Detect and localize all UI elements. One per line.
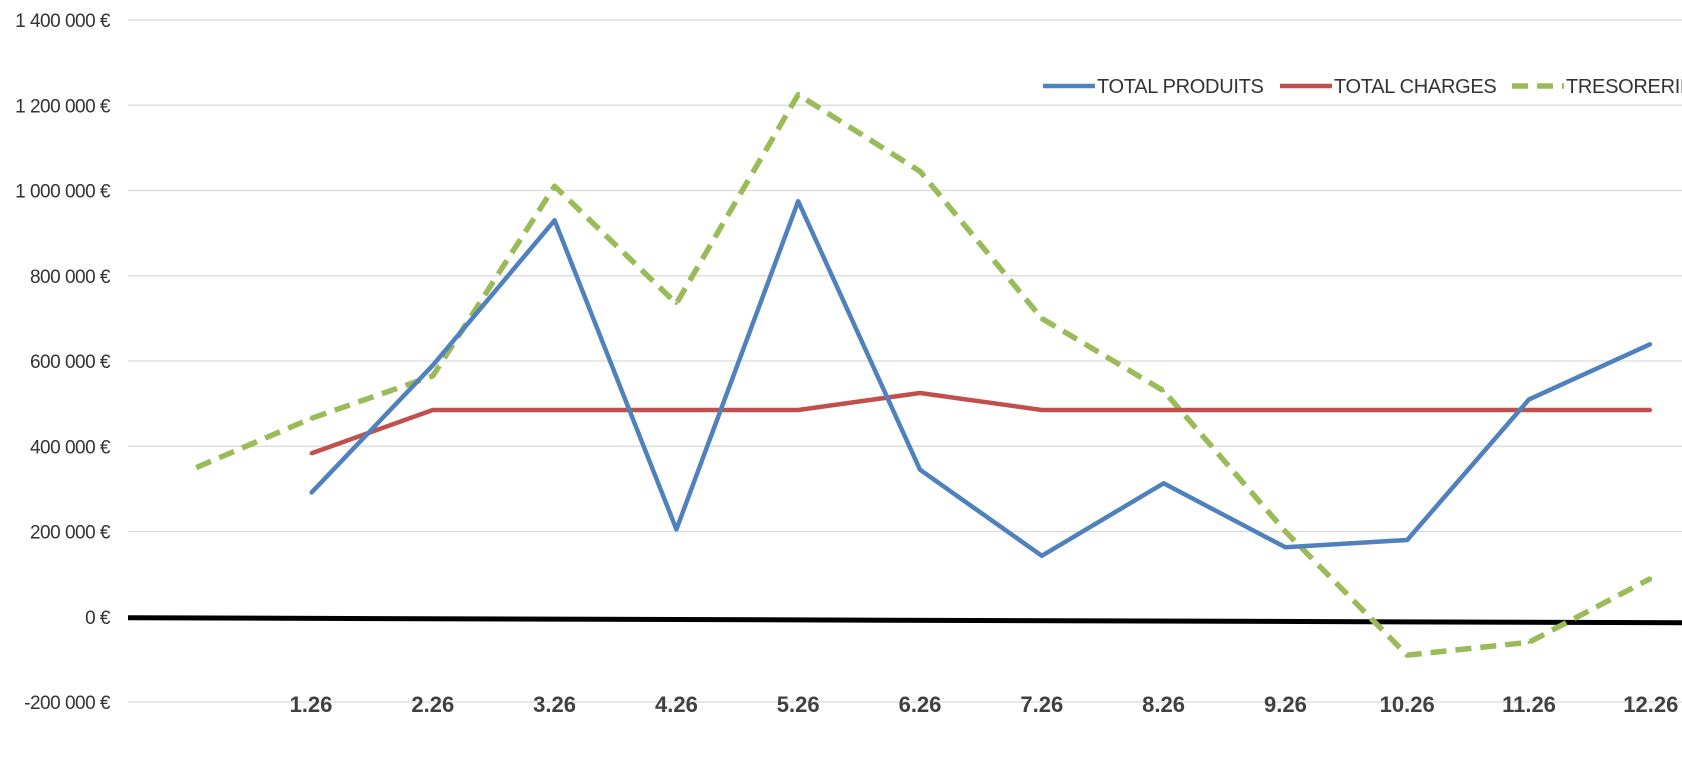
data-point (1162, 481, 1166, 485)
data-point (431, 408, 435, 412)
data-point (1405, 653, 1409, 657)
x-tick-label: 10.26 (1380, 692, 1435, 717)
data-point (1649, 342, 1653, 346)
data-point (1527, 408, 1531, 412)
y-tick-label: 200 000 € (30, 523, 111, 544)
data-point (1283, 545, 1287, 549)
data-point (674, 527, 678, 531)
x-tick-label: 1.26 (290, 692, 333, 717)
x-tick-label: 3.26 (533, 692, 576, 717)
data-point (918, 468, 922, 472)
series-line-tresorerie (195, 91, 1653, 658)
data-point (796, 93, 800, 97)
data-point (674, 408, 678, 412)
data-point (1527, 640, 1531, 644)
data-point (1040, 408, 1044, 412)
data-point (553, 218, 557, 222)
x-tick-label: 5.26 (777, 692, 820, 717)
data-point (1040, 316, 1044, 320)
data-point (1283, 530, 1287, 533)
zero-baseline (127, 615, 1682, 626)
x-tick-label: 2.26 (411, 692, 454, 717)
legend-label: TRESORERIE (1566, 76, 1682, 98)
x-tick-label: 7.26 (1020, 692, 1063, 717)
data-point (431, 363, 435, 367)
y-tick-label: 1 400 000 € (15, 11, 111, 32)
data-point (1283, 408, 1287, 412)
x-tick-label: 4.26 (655, 692, 698, 717)
data-point (431, 374, 435, 378)
series-line-total-charges (310, 390, 1651, 456)
data-point (1405, 538, 1409, 542)
x-tick-label: 9.26 (1264, 692, 1307, 717)
data-point (1162, 389, 1166, 393)
data-point (796, 199, 800, 203)
data-point (918, 391, 922, 395)
x-tick-label: 11.26 (1502, 692, 1556, 717)
x-axis-tick-labels: 1.26 2.26 3.26 4.26 5.26 6.26 7.26 8.26 9.26 10.2… (290, 692, 1679, 717)
series-lines (195, 91, 1653, 658)
x-tick-label: 12.26 (1623, 692, 1678, 717)
x-tick-label: 8.26 (1142, 692, 1185, 717)
y-tick-label: 1 200 000 € (15, 96, 111, 117)
legend-label: TOTAL PRODUITS (1097, 76, 1264, 98)
x-tick-label: 6.26 (899, 692, 942, 717)
data-point (553, 184, 557, 188)
data-point (553, 408, 557, 412)
y-tick-label: 800 000 € (30, 267, 111, 288)
data-point (1649, 408, 1653, 412)
y-tick-label: -200 000 € (24, 693, 111, 714)
y-axis-tick-labels: 1 400 000 € 1 200 000 € 1 000 000 € 800 000… (15, 11, 111, 714)
data-point (796, 408, 800, 412)
data-point (1649, 576, 1653, 580)
legend: TOTAL PRODUITS TOTAL CHARGES TRESORERIE (1043, 76, 1682, 98)
data-point (1527, 397, 1531, 401)
data-point (1405, 408, 1409, 412)
gridlines (128, 19, 1682, 703)
data-point (309, 417, 313, 421)
x-axis-line (127, 615, 1682, 626)
y-tick-label: 0 € (85, 608, 111, 629)
data-point (309, 491, 313, 495)
y-tick-label: 1 000 000 € (15, 182, 111, 203)
data-point (918, 169, 922, 173)
data-point (1040, 554, 1044, 558)
data-point (674, 301, 678, 305)
data-point (309, 451, 313, 455)
series-line-total-produits (309, 198, 1652, 559)
legend-label: TOTAL CHARGES (1334, 76, 1496, 98)
y-tick-label: 600 000 € (30, 352, 111, 373)
y-tick-label: 400 000 € (30, 437, 111, 458)
data-point (1162, 408, 1166, 412)
